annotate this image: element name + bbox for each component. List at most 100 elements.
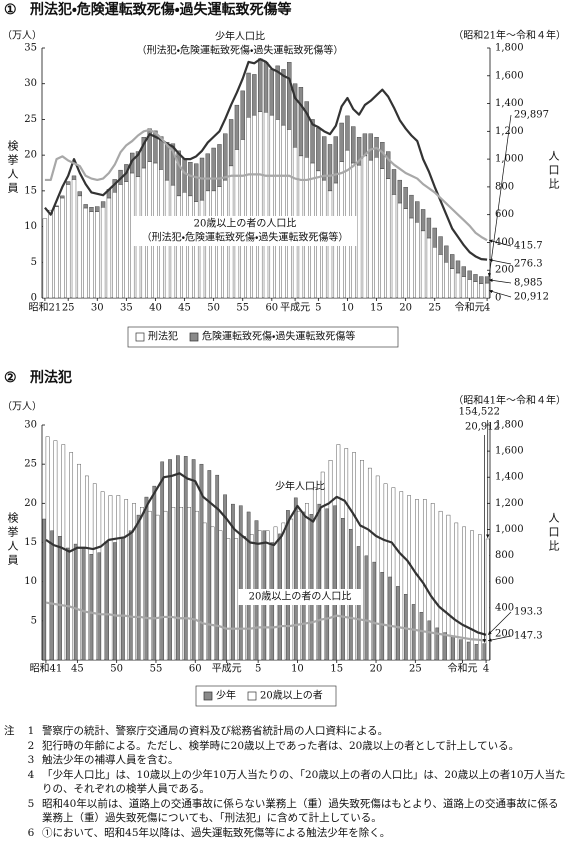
- bar: [461, 266, 466, 277]
- bar: [246, 511, 251, 661]
- bar: [85, 475, 89, 661]
- note-row: 6 ①において、昭和45年以降は、過失運転致死傷等による触法少年を除く。: [4, 826, 566, 841]
- bar: [176, 195, 181, 299]
- bar: [403, 208, 408, 299]
- bar: [211, 147, 216, 192]
- y2-tick-label: 1,000: [495, 154, 524, 165]
- bar: [73, 543, 78, 661]
- bar: [383, 483, 388, 661]
- bar: [458, 639, 463, 661]
- bar: [287, 129, 292, 299]
- y-unit: （万人）: [2, 401, 42, 413]
- note-number: 1: [27, 725, 35, 737]
- y2-tick-label: 1,600: [495, 446, 524, 457]
- bar: [478, 534, 482, 661]
- bar: [48, 209, 53, 299]
- x-tick-label: 55: [236, 303, 249, 314]
- bar: [226, 538, 231, 661]
- bar: [42, 518, 47, 661]
- label-background: [238, 589, 362, 605]
- bar: [171, 507, 176, 661]
- bar: [339, 122, 344, 162]
- x-tick-label: 60: [265, 303, 278, 314]
- bar: [391, 169, 397, 195]
- bar: [420, 230, 426, 299]
- bar: [199, 199, 205, 299]
- bar: [470, 530, 474, 661]
- y2-tick-label: 1,400: [495, 98, 524, 109]
- bar: [275, 65, 280, 120]
- bar: [344, 448, 349, 661]
- bar: [467, 270, 472, 280]
- bar: [454, 522, 459, 661]
- bar: [188, 195, 193, 299]
- bar: [281, 124, 286, 299]
- bar: [258, 111, 263, 299]
- bar: [396, 586, 400, 661]
- end-label: 29,897: [514, 110, 549, 121]
- bar: [187, 507, 191, 661]
- y-tick-label: 0: [31, 293, 37, 304]
- bar: [297, 510, 301, 661]
- bar: [153, 130, 158, 164]
- bar: [258, 58, 263, 112]
- legend-label: 20歳以上の者: [260, 690, 323, 702]
- y2-tick-label: 0: [495, 293, 501, 304]
- bar: [386, 151, 391, 179]
- bar: [234, 104, 240, 150]
- bar: [430, 503, 435, 661]
- line-label: 少年人口比: [275, 480, 325, 493]
- bar: [89, 211, 94, 299]
- y2-tick-label: 1,200: [495, 498, 524, 509]
- end-label: 193.3: [514, 607, 543, 618]
- note-text: 犯行時の年齢による。ただし、検挙時に20歳以上であった者は、20歳以上の者として…: [42, 739, 520, 752]
- y2-tick-label: 1,400: [495, 472, 524, 483]
- x-tick-label: 20: [370, 664, 383, 675]
- bar: [345, 115, 350, 151]
- bar: [351, 126, 356, 164]
- bar: [263, 62, 269, 113]
- y-tick-label: 35: [24, 43, 37, 54]
- x-tick-label: 45: [71, 664, 84, 675]
- x-tick-label: 40: [149, 303, 162, 314]
- end-label: 415.7: [514, 241, 543, 252]
- bar: [432, 227, 437, 248]
- bar: [140, 507, 144, 661]
- line-label-qualifier: （刑法犯・危険運転致死傷・過失運転致死傷等）: [137, 44, 344, 57]
- y2-tick-label: 600: [495, 209, 514, 220]
- bar: [163, 510, 168, 661]
- bar: [287, 62, 292, 130]
- x-tick-label: 45: [178, 303, 191, 314]
- bar: [426, 237, 432, 299]
- bar: [210, 526, 215, 661]
- bar: [362, 155, 368, 299]
- legend-swatch: [203, 691, 213, 701]
- y2-tick-label: 200: [495, 628, 514, 639]
- end-arrow: [489, 278, 512, 284]
- bar: [176, 455, 180, 661]
- end-arrow: [487, 635, 512, 642]
- bar: [45, 436, 50, 661]
- y-tick-label: 15: [24, 537, 37, 548]
- end-label: 147.3: [514, 631, 543, 642]
- bar: [298, 87, 304, 157]
- note-number: 3: [27, 754, 35, 766]
- chart-subtitle: （昭和21年～令和４年）: [453, 29, 566, 42]
- bar: [336, 444, 341, 661]
- bar: [118, 184, 123, 299]
- note-row: 3 触法少年の補導人員を含む。: [4, 753, 566, 768]
- bar: [246, 72, 251, 118]
- bar: [482, 643, 487, 661]
- bar: [202, 522, 207, 661]
- bar: [105, 542, 110, 661]
- bar: [238, 505, 243, 661]
- note-spacer: [4, 739, 20, 754]
- bar: [286, 510, 290, 661]
- bar: [409, 194, 414, 219]
- bar: [100, 207, 106, 299]
- bar: [69, 452, 74, 661]
- bar: [380, 168, 385, 299]
- bar: [420, 209, 426, 232]
- bar: [97, 552, 102, 661]
- note-row: 4 「少年人口比」は、10歳以上の少年10万人当たりの、「20歳以上の者の人口比」…: [4, 768, 566, 797]
